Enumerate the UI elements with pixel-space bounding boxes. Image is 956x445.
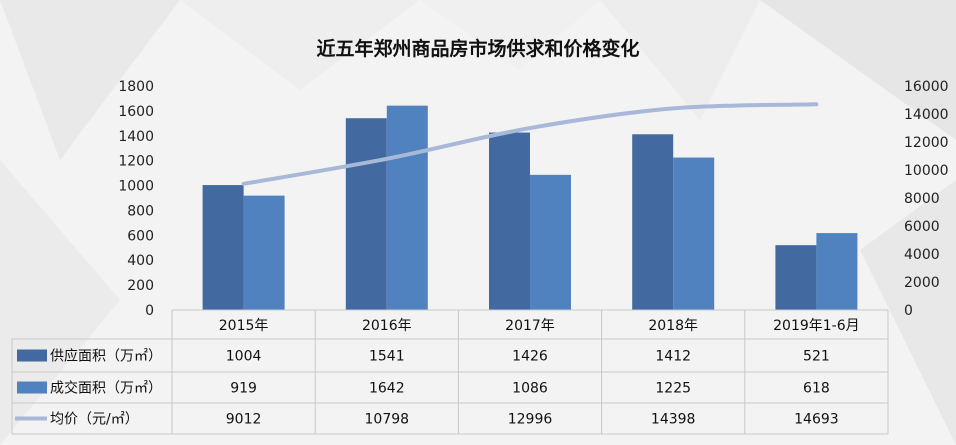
y-tick-label: 800 <box>127 203 154 219</box>
y2-tick-label: 4000 <box>904 247 940 263</box>
bar <box>386 105 428 310</box>
legend-label: 供应面积（万㎡） <box>50 348 162 365</box>
y2-tick-label: 8000 <box>904 191 940 207</box>
data-label: 919 <box>230 381 257 397</box>
y2-tick-label: 0 <box>904 303 913 319</box>
data-label: 1541 <box>369 349 405 365</box>
data-label: 1412 <box>655 349 691 365</box>
data-label: 10798 <box>365 412 410 428</box>
y-tick-label: 1600 <box>118 104 154 120</box>
bar <box>673 157 715 310</box>
bar <box>489 132 530 310</box>
legend-label: 均价（元/㎡） <box>50 412 139 428</box>
data-label: 14398 <box>651 412 696 428</box>
data-label: 521 <box>803 349 830 365</box>
data-label: 1426 <box>512 349 548 365</box>
y2-tick-label: 12000 <box>904 135 949 151</box>
bar <box>345 118 387 310</box>
bar <box>202 185 244 310</box>
y-tick-label: 200 <box>127 278 154 294</box>
bar <box>243 195 285 310</box>
bar <box>775 245 817 310</box>
data-label: 618 <box>803 381 830 397</box>
data-label: 1086 <box>512 381 548 397</box>
bar <box>816 233 858 310</box>
x-tick-label: 2019年1-6月 <box>773 318 860 334</box>
y-tick-label: 1400 <box>118 129 154 145</box>
y-tick-label: 400 <box>127 253 154 269</box>
y2-tick-label: 16000 <box>904 79 949 95</box>
data-label: 1004 <box>226 349 262 365</box>
price-line <box>241 102 819 186</box>
legend-label: 成交面积（万㎡） <box>50 380 162 397</box>
y-tick-label: 600 <box>127 228 154 244</box>
x-tick-label: 2018年 <box>648 318 698 334</box>
data-label: 9012 <box>226 412 262 428</box>
chart-title: 近五年郑州商品房市场供求和价格变化 <box>316 38 640 60</box>
y-tick-label: 0 <box>145 303 154 319</box>
data-label: 1225 <box>655 381 691 397</box>
bar <box>632 134 674 310</box>
legend-swatch <box>17 381 47 394</box>
y2-tick-label: 10000 <box>904 163 949 179</box>
x-tick-label: 2017年 <box>505 318 555 334</box>
y-tick-label: 1200 <box>118 154 154 170</box>
data-label: 12996 <box>508 412 553 428</box>
bar <box>530 174 571 310</box>
y2-tick-label: 14000 <box>904 107 949 123</box>
legend-swatch <box>17 349 47 362</box>
data-label: 1642 <box>369 381 405 397</box>
y-tick-label: 1000 <box>118 179 154 195</box>
y2-tick-label: 6000 <box>904 219 940 235</box>
data-label: 14693 <box>794 412 839 428</box>
y2-tick-label: 2000 <box>904 275 940 291</box>
y-tick-label: 1800 <box>118 79 154 95</box>
x-tick-label: 2015年 <box>219 318 269 334</box>
x-tick-label: 2016年 <box>362 318 412 334</box>
